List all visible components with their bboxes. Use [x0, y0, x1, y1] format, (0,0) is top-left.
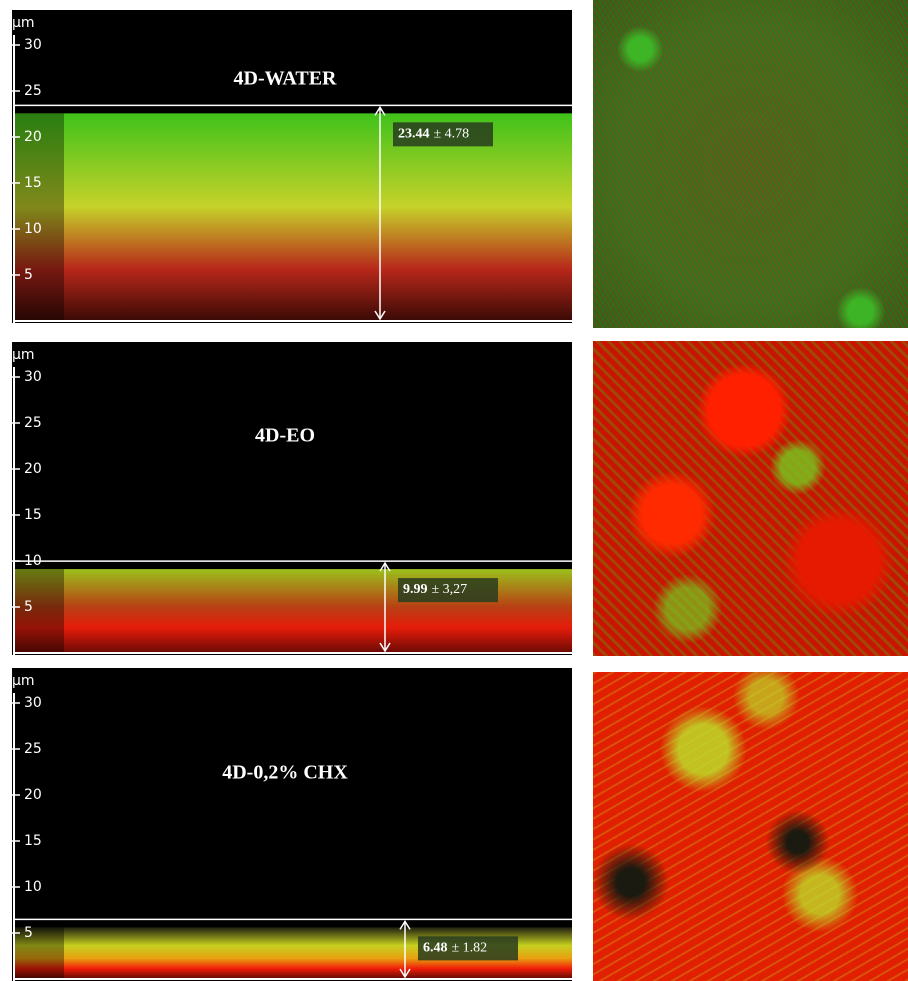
tick-label: 25 [24, 741, 42, 757]
tick-label: 5 [24, 599, 33, 615]
tick-label: 5 [24, 925, 33, 941]
tick-label: 20 [24, 787, 42, 803]
sd-value: ± 4.78 [434, 127, 470, 142]
tick-label: 15 [24, 833, 42, 849]
figure: µm 5 10 15 20 25 30 4D-WATER 23.44 ± 4.78 µm 5 10 15 2… [0, 0, 908, 981]
tick-label: 25 [24, 415, 42, 431]
tick-label: 30 [24, 695, 42, 711]
mean-value: 9.99 [403, 582, 428, 597]
panel-title: 4D-0,2% CHX [222, 762, 348, 784]
confocal-image [593, 0, 908, 328]
tick-label: 5 [24, 267, 33, 283]
axis-unit: µm [12, 15, 35, 31]
edge-shade [14, 927, 64, 979]
sd-value: ± 1.82 [452, 941, 488, 956]
tick-label: 30 [24, 37, 42, 53]
thickness-value: 9.99 ± 3,27 [403, 582, 467, 597]
tick-label: 30 [24, 369, 42, 385]
tick-label: 20 [24, 129, 42, 145]
thickness-value: 23.44 ± 4.78 [398, 127, 469, 142]
mean-value: 6.48 [423, 941, 448, 956]
page: Biofilm thickness {"panels": [ {"title":… [0, 0, 908, 981]
tick-label: 20 [24, 461, 42, 477]
panel-title: 4D-EO [255, 425, 315, 447]
confocal-image [593, 341, 908, 656]
axis-unit: µm [12, 673, 35, 689]
tick-label: 15 [24, 175, 42, 191]
tick-label: 10 [24, 879, 42, 895]
axis-unit: µm [12, 347, 35, 363]
sd-value: ± 3,27 [432, 582, 468, 597]
mean-value: 23.44 [398, 127, 430, 142]
thickness-value: 6.48 ± 1.82 [423, 941, 487, 956]
edge-shade [14, 569, 64, 653]
confocal-image [593, 672, 908, 981]
tick-label: 10 [24, 221, 42, 237]
tick-label: 15 [24, 507, 42, 523]
panel-title: 4D-WATER [234, 68, 338, 90]
body: µm 5 10 15 20 25 30 4D-WATER 23.44 ± 4.78 µm 5 10 15 2… [0, 0, 908, 981]
tick-label: 25 [24, 83, 42, 99]
